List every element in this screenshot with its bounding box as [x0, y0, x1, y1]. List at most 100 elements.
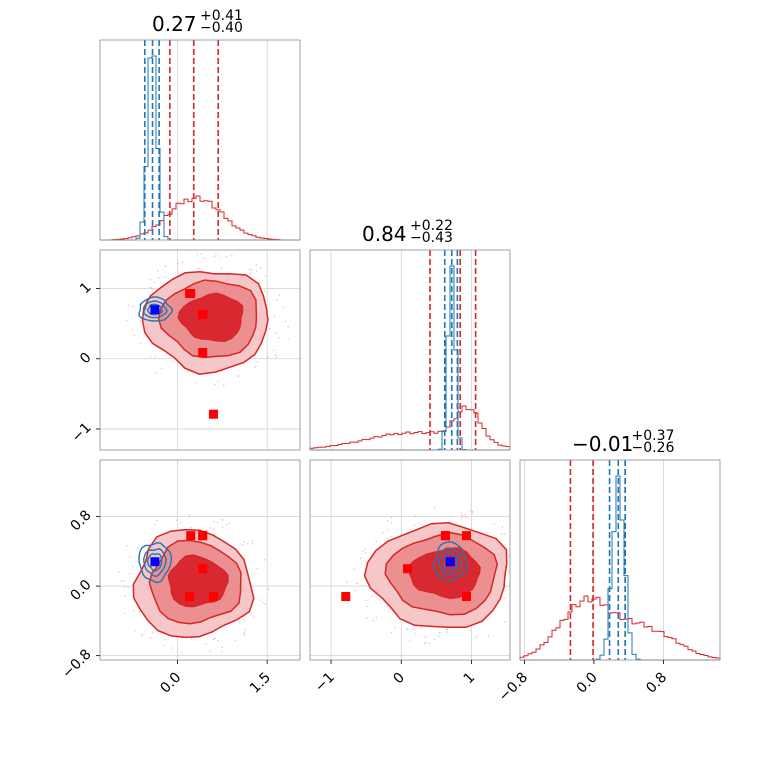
panel2-sample-point: [460, 517, 463, 519]
diag1-title-minus: −0.43: [410, 230, 453, 246]
panel1-ytick-label-2: −0.8: [59, 646, 94, 681]
panel0-sample-point: [250, 272, 252, 274]
panel1-sample-point: [234, 639, 236, 641]
panel2-sample-point: [414, 524, 416, 526]
panel1-sample-point: [214, 637, 217, 639]
panel1-sample-point: [123, 586, 125, 588]
panel0-sample-point: [125, 320, 128, 322]
panel2-sample-point: [387, 529, 389, 531]
col0-xtick-label-1: 1.5: [247, 670, 274, 697]
panel0-sample-point: [223, 384, 225, 386]
panel2-sample-point: [390, 516, 393, 519]
panel2-sample-point: [471, 510, 474, 513]
panel1-sample-point: [212, 638, 215, 641]
panel2-sample-point: [501, 526, 503, 528]
panel2-sample-point: [525, 602, 526, 603]
diag1-blue-histogram: [310, 265, 510, 451]
panel0-sample-point: [154, 281, 156, 283]
panel1-sample-point: [134, 629, 136, 632]
panel2-sample-point: [501, 533, 503, 535]
diag0-frame: [99, 39, 301, 241]
panel2-sample-point: [364, 552, 367, 554]
panel2-sample-point: [418, 522, 421, 524]
panel0-sample-point: [148, 286, 151, 289]
panel2-sample-point: [366, 617, 368, 619]
panel0-sample-point: [278, 337, 280, 339]
panel2-sample-point: [365, 599, 367, 602]
panel2-sample-point: [460, 512, 462, 514]
panel0-sample-point: [214, 383, 216, 386]
panel2-sample-point: [529, 572, 530, 573]
panel2-sample-point: [390, 631, 393, 634]
panel1-sample-point: [175, 519, 178, 521]
panel0-sample-point: [140, 343, 142, 345]
panel2-sample-point: [487, 634, 490, 637]
panel0-sample-point: [154, 356, 156, 358]
panel2-red-marker-4: [461, 592, 471, 602]
panel2-sample-point: [355, 582, 358, 585]
diag2-title: −0.01: [572, 432, 633, 456]
diag0-title-minus: −0.40: [200, 20, 243, 36]
col2-xtick-label-0: −0.8: [496, 670, 531, 705]
col2-xtick-label-2: 0.8: [643, 670, 670, 697]
col1-xtick-label-2: 1: [461, 670, 479, 688]
diag2-title-minus: −0.26: [632, 440, 675, 456]
panel1-sample-point: [153, 523, 156, 526]
panel2-sample-point: [375, 616, 378, 619]
panel1-sample-point: [217, 639, 220, 642]
panel2-sample-point: [406, 628, 408, 631]
panel2-sample-point: [469, 509, 471, 512]
panel1-sample-point: [163, 644, 165, 647]
panel1-sample-point: [256, 568, 259, 570]
panel1-sample-point: [124, 612, 126, 615]
panel1-sample-point: [243, 631, 245, 633]
panel1-sample-point: [126, 544, 128, 547]
panel1-density: [117, 515, 270, 654]
panel0-sample-point: [258, 281, 260, 283]
panel1-sample-point: [243, 541, 245, 543]
panel2-sample-point: [429, 642, 431, 645]
panel2-blue-contour-2: [442, 552, 459, 571]
panel2-sample-point: [372, 619, 375, 622]
panel1-sample-point: [117, 571, 120, 573]
diag0-title-plus: +0.41: [200, 8, 243, 24]
panel0-sample-point: [132, 305, 134, 307]
panel2-density: [341, 506, 530, 645]
panel2-sample-point: [504, 621, 506, 623]
panel0-ytick-label-1: 0: [77, 350, 95, 368]
panel0-sample-point: [276, 299, 278, 301]
panel2-sample-point: [420, 626, 423, 629]
panel2-sample-point: [445, 628, 448, 631]
panel0-sample-point: [254, 366, 257, 368]
panel2-blue-marker: [445, 557, 455, 567]
panel0-sample-point: [267, 356, 269, 358]
panel2-sample-point: [518, 544, 519, 545]
panel2-frame: [309, 459, 511, 661]
panel0-sample-point: [203, 257, 205, 259]
panel0-blue-contour-1: [142, 300, 168, 319]
panel1-sample-point: [221, 519, 224, 521]
col0-xtick-label-0: 0.0: [157, 670, 184, 697]
panel1-ytick-label-0: 0.8: [68, 507, 95, 534]
panel2-sample-point: [353, 568, 355, 570]
panel1-sample-point: [151, 632, 154, 634]
panel0-sample-point: [127, 304, 130, 306]
diag1-red-histogram: [309, 405, 511, 450]
panel2-sample-point: [364, 548, 366, 551]
panel2-sample-point: [382, 531, 384, 534]
panel0-sample-point: [220, 268, 223, 270]
panel0-sample-point: [149, 355, 152, 358]
panel0-sample-point: [218, 255, 220, 257]
panel2-sample-point: [464, 514, 466, 516]
panel0-sample-point: [278, 294, 281, 296]
panel2-sample-point: [508, 555, 510, 558]
panel1-sample-point: [251, 543, 254, 545]
col1-xtick-label-0: −1: [312, 670, 338, 696]
panel2-sample-point: [424, 636, 427, 638]
panel1-blue-contour-1: [143, 548, 167, 578]
panel0-sample-point: [284, 321, 287, 323]
panel1-sample-point: [260, 599, 262, 601]
panel2-sample-point: [465, 516, 467, 519]
panel1-sample-point: [238, 621, 241, 624]
